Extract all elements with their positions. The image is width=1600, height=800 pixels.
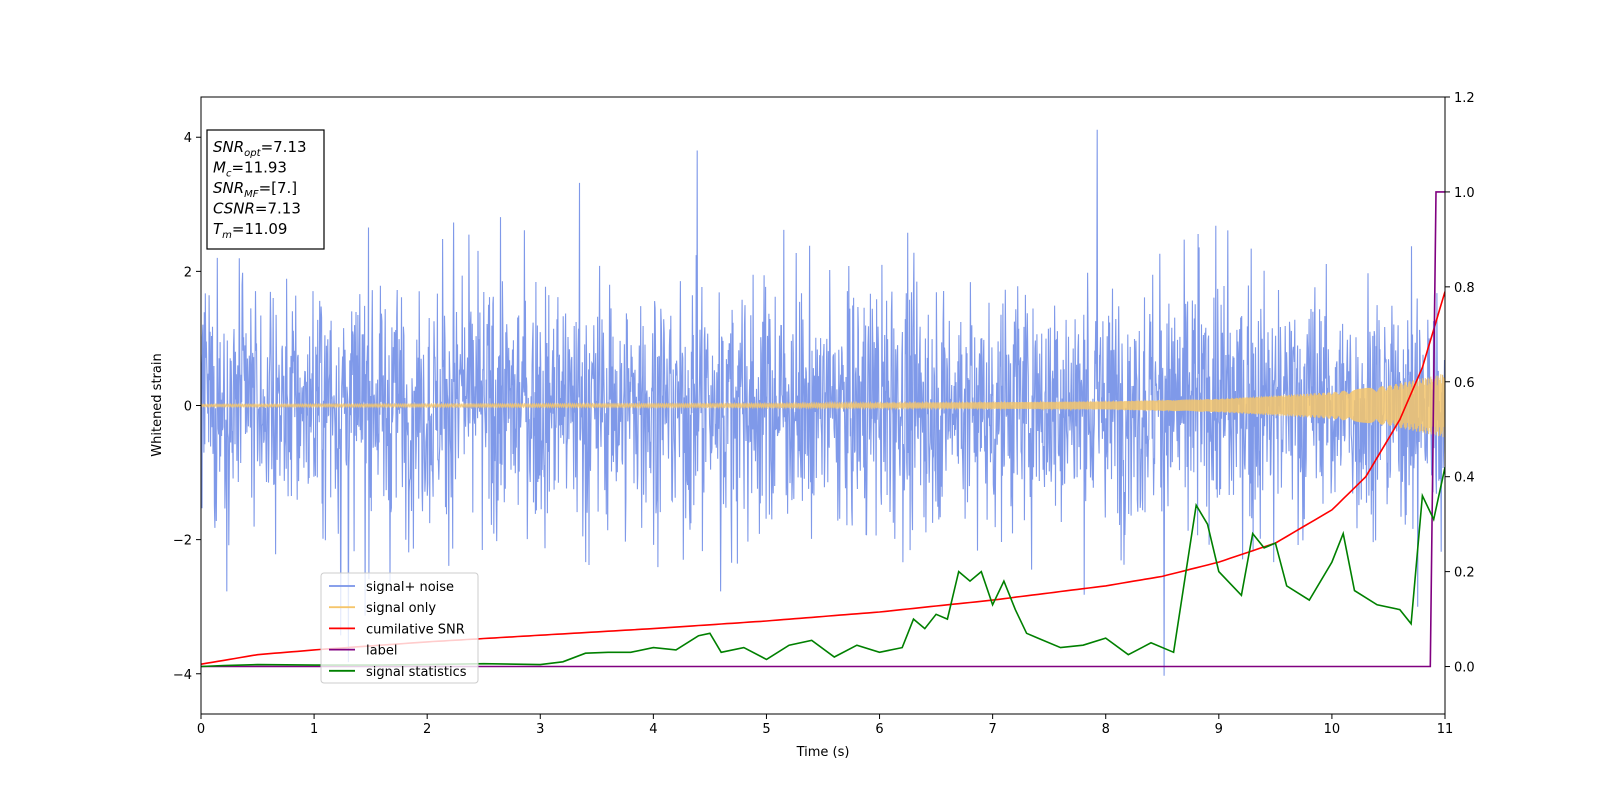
- y-right-tick-label: 0.2: [1454, 566, 1475, 581]
- legend-frame: [320, 572, 479, 684]
- y-axis-label: Whitened strain: [150, 353, 165, 456]
- legend-label: signal statistics: [366, 665, 467, 680]
- y-right-tick-label: 0.4: [1454, 471, 1475, 486]
- x-tick-label: 3: [536, 722, 544, 737]
- legend-label: signal only: [366, 601, 436, 616]
- x-tick-label: 11: [1437, 722, 1454, 737]
- y-left-tick-label: 4: [184, 131, 192, 146]
- legend-items: signal+ noise signal only cumilative SNR la…: [329, 580, 467, 680]
- x-tick-label: 5: [762, 722, 770, 737]
- info-box-frame: [206, 129, 325, 250]
- x-tick-label: 4: [649, 722, 657, 737]
- y-left-tick-label: −2: [173, 534, 192, 549]
- x-tick-label: 8: [1102, 722, 1110, 737]
- info-box-line: Mc=11.93: [213, 159, 287, 180]
- info-box-line: SNRMF=[7.]: [213, 179, 297, 200]
- series-label: [201, 191, 1445, 668]
- x-tick-label: 2: [423, 722, 431, 737]
- x-tick-label: 6: [875, 722, 883, 737]
- y-right-tick-label: 0.6: [1454, 376, 1475, 391]
- legend-label: cumilative SNR: [366, 622, 465, 637]
- y-right-tick-label: 0.8: [1454, 281, 1475, 296]
- y-left-tick-label: 2: [184, 265, 192, 280]
- info-box-line: CSNR=7.13: [213, 200, 301, 218]
- x-tick-label: 1: [310, 722, 318, 737]
- legend: signal+ noise signal only cumilative SNR la…: [320, 572, 479, 684]
- y-right-tick-label: 1.2: [1454, 91, 1475, 106]
- x-tick-label: 10: [1324, 722, 1341, 737]
- series-signal-noise: [201, 129, 1445, 676]
- legend-label: signal+ noise: [366, 580, 454, 595]
- legend-label: label: [366, 644, 397, 659]
- x-tick-label: 9: [1215, 722, 1223, 737]
- y-axis-left: 4 2 0 −2 −4: [173, 131, 201, 683]
- x-tick-label: 7: [988, 722, 996, 737]
- series-signal-only: [201, 374, 1445, 438]
- y-right-tick-label: 1.0: [1454, 186, 1475, 201]
- info-box-line: SNRopt=7.13: [213, 138, 307, 159]
- x-axis-label: Time (s): [796, 745, 850, 760]
- y-left-tick-label: −4: [173, 668, 192, 683]
- x-axis: 0 1 2 3 4 5 6 7 8 9 10 11: [197, 714, 1453, 737]
- y-left-tick-label: 0: [184, 400, 192, 415]
- y-axis-right: 1.2 1.0 0.8 0.6 0.4 0.2 0.0: [1445, 91, 1475, 676]
- info-box-line: Tm=11.09: [213, 220, 287, 241]
- y-right-tick-label: 0.0: [1454, 661, 1475, 676]
- series-signal-statistics: [201, 467, 1445, 668]
- x-tick-label: 0: [197, 722, 205, 737]
